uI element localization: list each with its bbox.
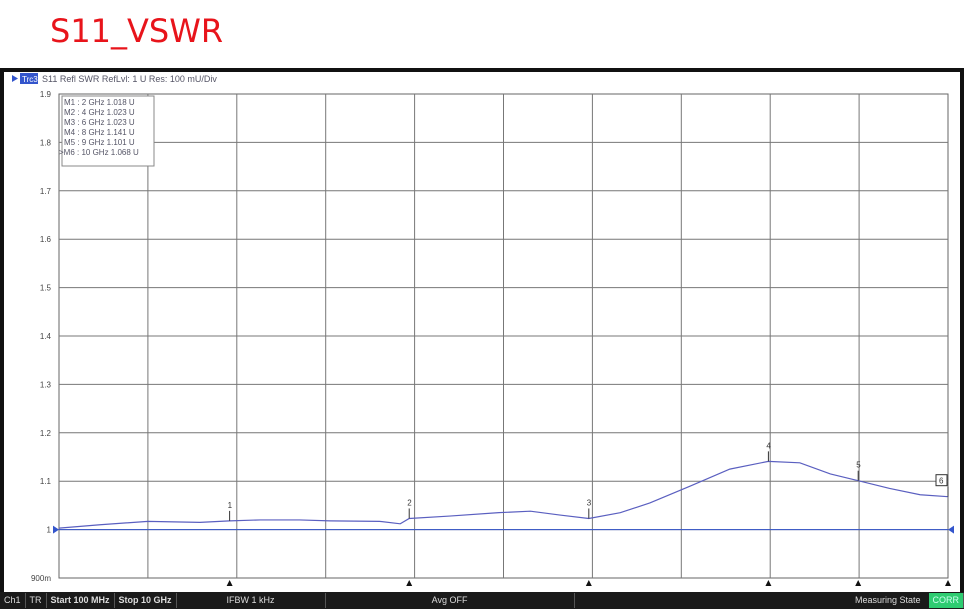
marker-label: 3 [587,498,592,507]
marker-position-icon [765,580,772,586]
marker-table-row: M1 : 2 GHz 1.018 U [64,98,135,107]
y-tick-label: 1.8 [40,138,52,147]
start-frequency[interactable]: Start 100 MHz [47,593,115,608]
stop-frequency[interactable]: Stop 10 GHz [115,593,177,608]
y-tick-label: 1.2 [40,429,52,438]
vswr-chart: Trc3 S11 Refl SWR RefLvl: 1 U Res: 100 mU… [12,73,954,586]
y-tick-label: 1.4 [40,332,52,341]
marker-position-icon [226,580,233,586]
correction-badge[interactable]: CORR [928,593,964,608]
active-marker-box [935,474,948,487]
marker-label: 4 [766,441,771,450]
marker-table-row: M2 : 4 GHz 1.023 U [64,108,135,117]
measuring-state: Measuring State [854,595,921,605]
y-tick-label: 1.1 [40,477,52,486]
status-bar: Ch1 TR Start 100 MHz Stop 10 GHz IFBW 1 … [0,592,964,609]
y-tick-label: 1.9 [40,90,52,99]
marker-label: 2 [407,498,412,507]
marker-position-icon [855,580,862,586]
marker-table-row: M5 : 9 GHz 1.101 U [64,138,135,147]
vswr-trace [58,460,949,529]
ifbw[interactable]: IFBW 1 kHz [177,593,326,608]
reference-level-right-icon [948,525,954,534]
y-tick-label: 900m [31,574,51,583]
analyzer-display: Trc3 S11 Refl SWR RefLvl: 1 U Res: 100 mU… [0,68,964,592]
y-tick-label: 1 [47,526,52,535]
marker-table-row: M4 : 8 GHz 1.141 U [64,128,135,137]
plot-panel: Trc3 S11 Refl SWR RefLvl: 1 U Res: 100 mU… [4,72,960,592]
marker-table-row: >M6 : 10 GHz 1.068 U [59,148,139,157]
page-title: S11_VSWR [50,12,224,50]
marker-label: 1 [228,501,233,510]
trace-header: S11 Refl SWR RefLvl: 1 U Res: 100 mU/Div [42,74,217,84]
marker-table-box [61,95,155,167]
marker-label: 5 [856,461,861,470]
y-tick-label: 1.6 [40,235,52,244]
marker-position-icon [585,580,592,586]
averaging[interactable]: Avg OFF [326,593,575,608]
y-tick-label: 1.3 [40,380,52,389]
trace-badge-text: Trc3 [22,75,38,84]
y-tick-label: 1.7 [40,187,52,196]
marker-position-icon [406,580,413,586]
y-tick-label: 1.5 [40,284,52,293]
trace-label[interactable]: TR [26,593,47,608]
marker-label: 6 [939,477,944,486]
marker-table-row: M3 : 6 GHz 1.023 U [64,118,135,127]
channel-label[interactable]: Ch1 [0,593,26,608]
reference-level-left-icon [53,525,59,534]
trace-arrow-icon [12,75,18,82]
marker-position-icon [945,580,951,586]
trace-badge [20,73,38,84]
